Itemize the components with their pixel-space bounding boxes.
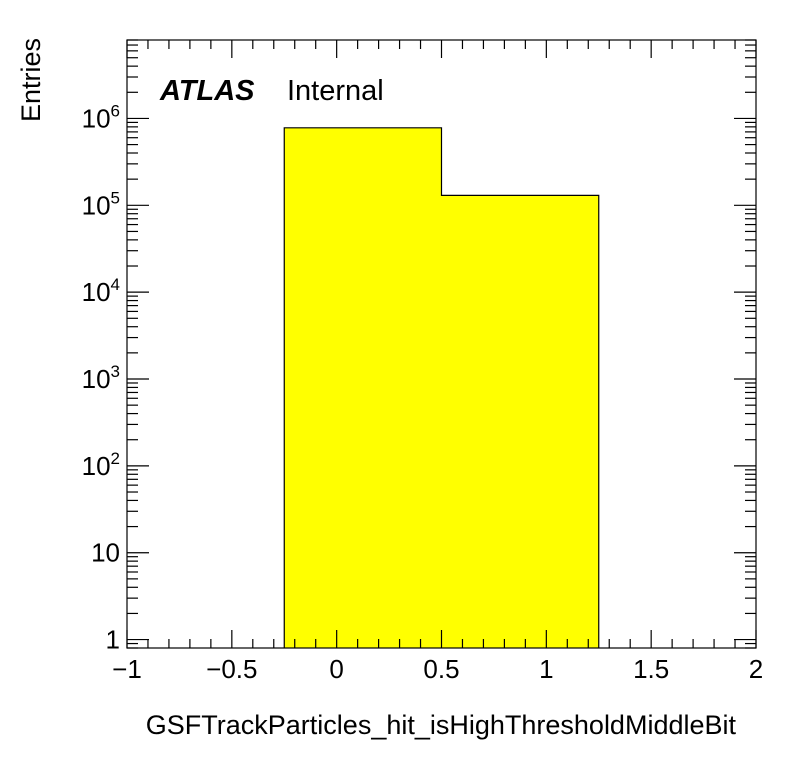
y-tick-label-exponent: 2 — [111, 449, 120, 468]
y-tick-label-exponent: 6 — [111, 101, 120, 120]
histogram-bins — [283, 127, 600, 649]
atlas-label: ATLAS — [159, 75, 255, 107]
x-tick-label: 1 — [539, 654, 553, 684]
y-tick-label: 106 — [82, 101, 120, 133]
y-axis-title: Entries — [16, 38, 46, 122]
y-tick-label: 10 — [91, 538, 120, 568]
x-tick-label: −0.5 — [206, 654, 257, 684]
y-tick-label-exponent: 4 — [111, 275, 120, 294]
internal-label: Internal — [287, 75, 384, 107]
y-tick-label: 102 — [82, 449, 120, 481]
x-tick-label: −1 — [112, 654, 142, 684]
x-tick-label: 1.5 — [633, 654, 669, 684]
y-tick-label: 1 — [106, 625, 120, 655]
y-tick-label: 105 — [82, 188, 120, 220]
axis-ticks — [126, 39, 757, 649]
x-tick-label: 0.5 — [423, 654, 459, 684]
plot-frame — [126, 39, 757, 649]
y-tick-label-base: 10 — [82, 277, 111, 307]
y-tick-label-base: 10 — [91, 538, 120, 568]
y-tick-label-base: 10 — [82, 103, 111, 133]
x-tick-labels: −1 −0.5 0 0.5 1 1.5 2 — [112, 654, 763, 684]
histogram-bin-1 — [441, 195, 599, 649]
histogram-bin-0 — [284, 127, 442, 648]
y-tick-label-exponent: 3 — [111, 362, 120, 381]
y-tick-label-base: 1 — [106, 625, 120, 655]
y-tick-label-base: 10 — [82, 451, 111, 481]
y-tick-label-base: 10 — [82, 190, 111, 220]
y-tick-label: 104 — [82, 275, 120, 307]
x-axis-title: GSFTrackParticles_hit_isHighThresholdMid… — [146, 710, 737, 740]
y-tick-label-base: 10 — [82, 364, 111, 394]
y-tick-label-exponent: 5 — [111, 188, 120, 207]
y-tick-label: 103 — [82, 362, 120, 394]
x-tick-label: 2 — [749, 654, 763, 684]
x-tick-label: 0 — [329, 654, 343, 684]
histogram-outline — [283, 127, 600, 648]
